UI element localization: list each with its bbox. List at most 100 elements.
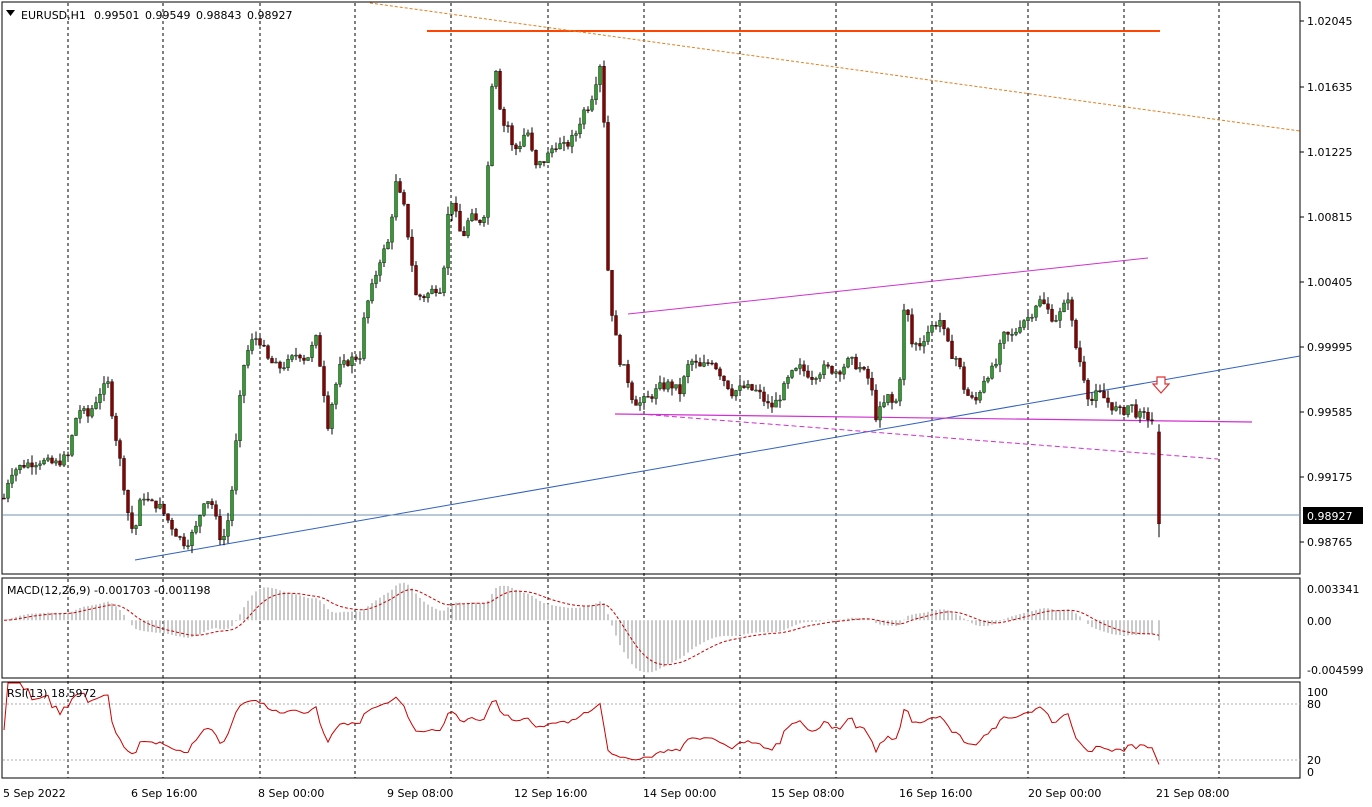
candle-body (674, 384, 678, 389)
candle-body (782, 383, 786, 401)
candle-body (82, 408, 86, 411)
menu-triangle-icon[interactable] (6, 10, 15, 16)
candle-body (498, 71, 502, 110)
channel-bottom-line[interactable] (614, 413, 1253, 423)
candle-body (1126, 405, 1130, 415)
candle-body (922, 341, 926, 347)
candle-body (30, 462, 34, 468)
candle-body (222, 535, 226, 541)
rsi-line (3, 682, 1160, 765)
candle-body (1090, 398, 1094, 401)
candle-body (22, 465, 26, 468)
candle-body (1074, 320, 1078, 349)
candle-body (790, 370, 794, 378)
candle-body (274, 361, 278, 364)
candle-body (974, 397, 978, 401)
macd-signal-line (3, 589, 1160, 666)
candle-body (1058, 311, 1062, 321)
candle-body (934, 325, 938, 327)
candle-body (1114, 406, 1118, 411)
candle-body (654, 388, 658, 399)
candle-body (402, 192, 406, 205)
main-pane-frame (1, 1, 1301, 575)
candle-body (134, 525, 138, 529)
candle-body (534, 150, 538, 166)
candle-body (662, 382, 666, 390)
candle-body (890, 394, 894, 403)
candle-body (906, 309, 910, 315)
ascending-trendline[interactable] (134, 355, 1301, 561)
candle-body (262, 344, 266, 347)
candle-body (314, 335, 318, 346)
rsi-pane-frame (1, 681, 1301, 779)
macd-tick: 0.003341 (1307, 583, 1360, 596)
candle-body (614, 315, 618, 336)
candle-body (622, 364, 626, 366)
candle-body (1010, 334, 1014, 336)
candle-body (866, 368, 870, 379)
descending-trendline[interactable] (369, 2, 1301, 132)
price-tick: 0.99995 (1307, 341, 1353, 354)
candle-body (1014, 331, 1018, 335)
candle-body (258, 338, 262, 346)
candle-body (854, 356, 858, 370)
candle-body (242, 364, 246, 396)
time-axis[interactable]: 5 Sep 2022 6 Sep 16:00 8 Sep 00:00 9 Sep… (3, 787, 1229, 800)
candle-body (606, 122, 610, 271)
candle-body (338, 364, 342, 385)
candle-body (826, 364, 830, 367)
candle-body (170, 520, 174, 530)
candle-body (126, 490, 130, 513)
candle-body (366, 300, 370, 319)
candle-body (206, 501, 210, 504)
candle-body (486, 165, 490, 218)
candle-body (386, 241, 390, 250)
candle-body (482, 217, 486, 223)
candle-body (646, 396, 650, 398)
macd-tick: 0.00 (1307, 615, 1332, 628)
candle-body (378, 262, 382, 276)
candle-body (1094, 390, 1098, 401)
candle-body (786, 377, 790, 384)
candle-body (1018, 327, 1022, 333)
candle-body (682, 376, 686, 395)
price-axis[interactable]: 1.02045 1.01635 1.01225 1.00815 1.00405 … (1300, 15, 1353, 549)
candle-body (302, 357, 306, 361)
candle-body (874, 389, 878, 421)
candle-body (778, 399, 782, 402)
rsi-tick: 20 (1307, 754, 1321, 767)
candle-body (202, 503, 206, 516)
candle-body (326, 395, 330, 429)
candle-body (542, 161, 546, 163)
candle-body (394, 181, 398, 218)
candle-body (978, 392, 982, 401)
candle-body (46, 457, 50, 461)
candle-body (162, 503, 166, 515)
candle-body (722, 375, 726, 382)
down-arrow-icon (1151, 376, 1171, 394)
candle-body (234, 440, 238, 491)
candle-body (354, 356, 358, 360)
candle-body (290, 355, 294, 360)
macd-tick: -0.004599 (1307, 664, 1363, 677)
candle-body (586, 109, 590, 112)
channel-bottom-dashed-line[interactable] (639, 413, 1219, 460)
candle-body (902, 309, 906, 380)
candle-body (478, 220, 482, 223)
candle-body (882, 402, 886, 407)
time-tick: 9 Sep 08:00 (387, 787, 453, 800)
candle-body (1086, 380, 1090, 400)
candle-body (66, 454, 70, 457)
rsi-label: RSI(13) 18.5972 (7, 687, 96, 700)
candle-body (190, 532, 194, 546)
candle-body (50, 457, 54, 464)
candle-body (794, 368, 798, 371)
candle-body (86, 408, 90, 417)
candle-body (570, 135, 574, 147)
candle-body (982, 380, 986, 393)
candle-body (742, 385, 746, 388)
price-tick: 0.99175 (1307, 471, 1353, 484)
time-tick: 14 Sep 00:00 (643, 787, 716, 800)
channel-top-line[interactable] (627, 257, 1149, 315)
